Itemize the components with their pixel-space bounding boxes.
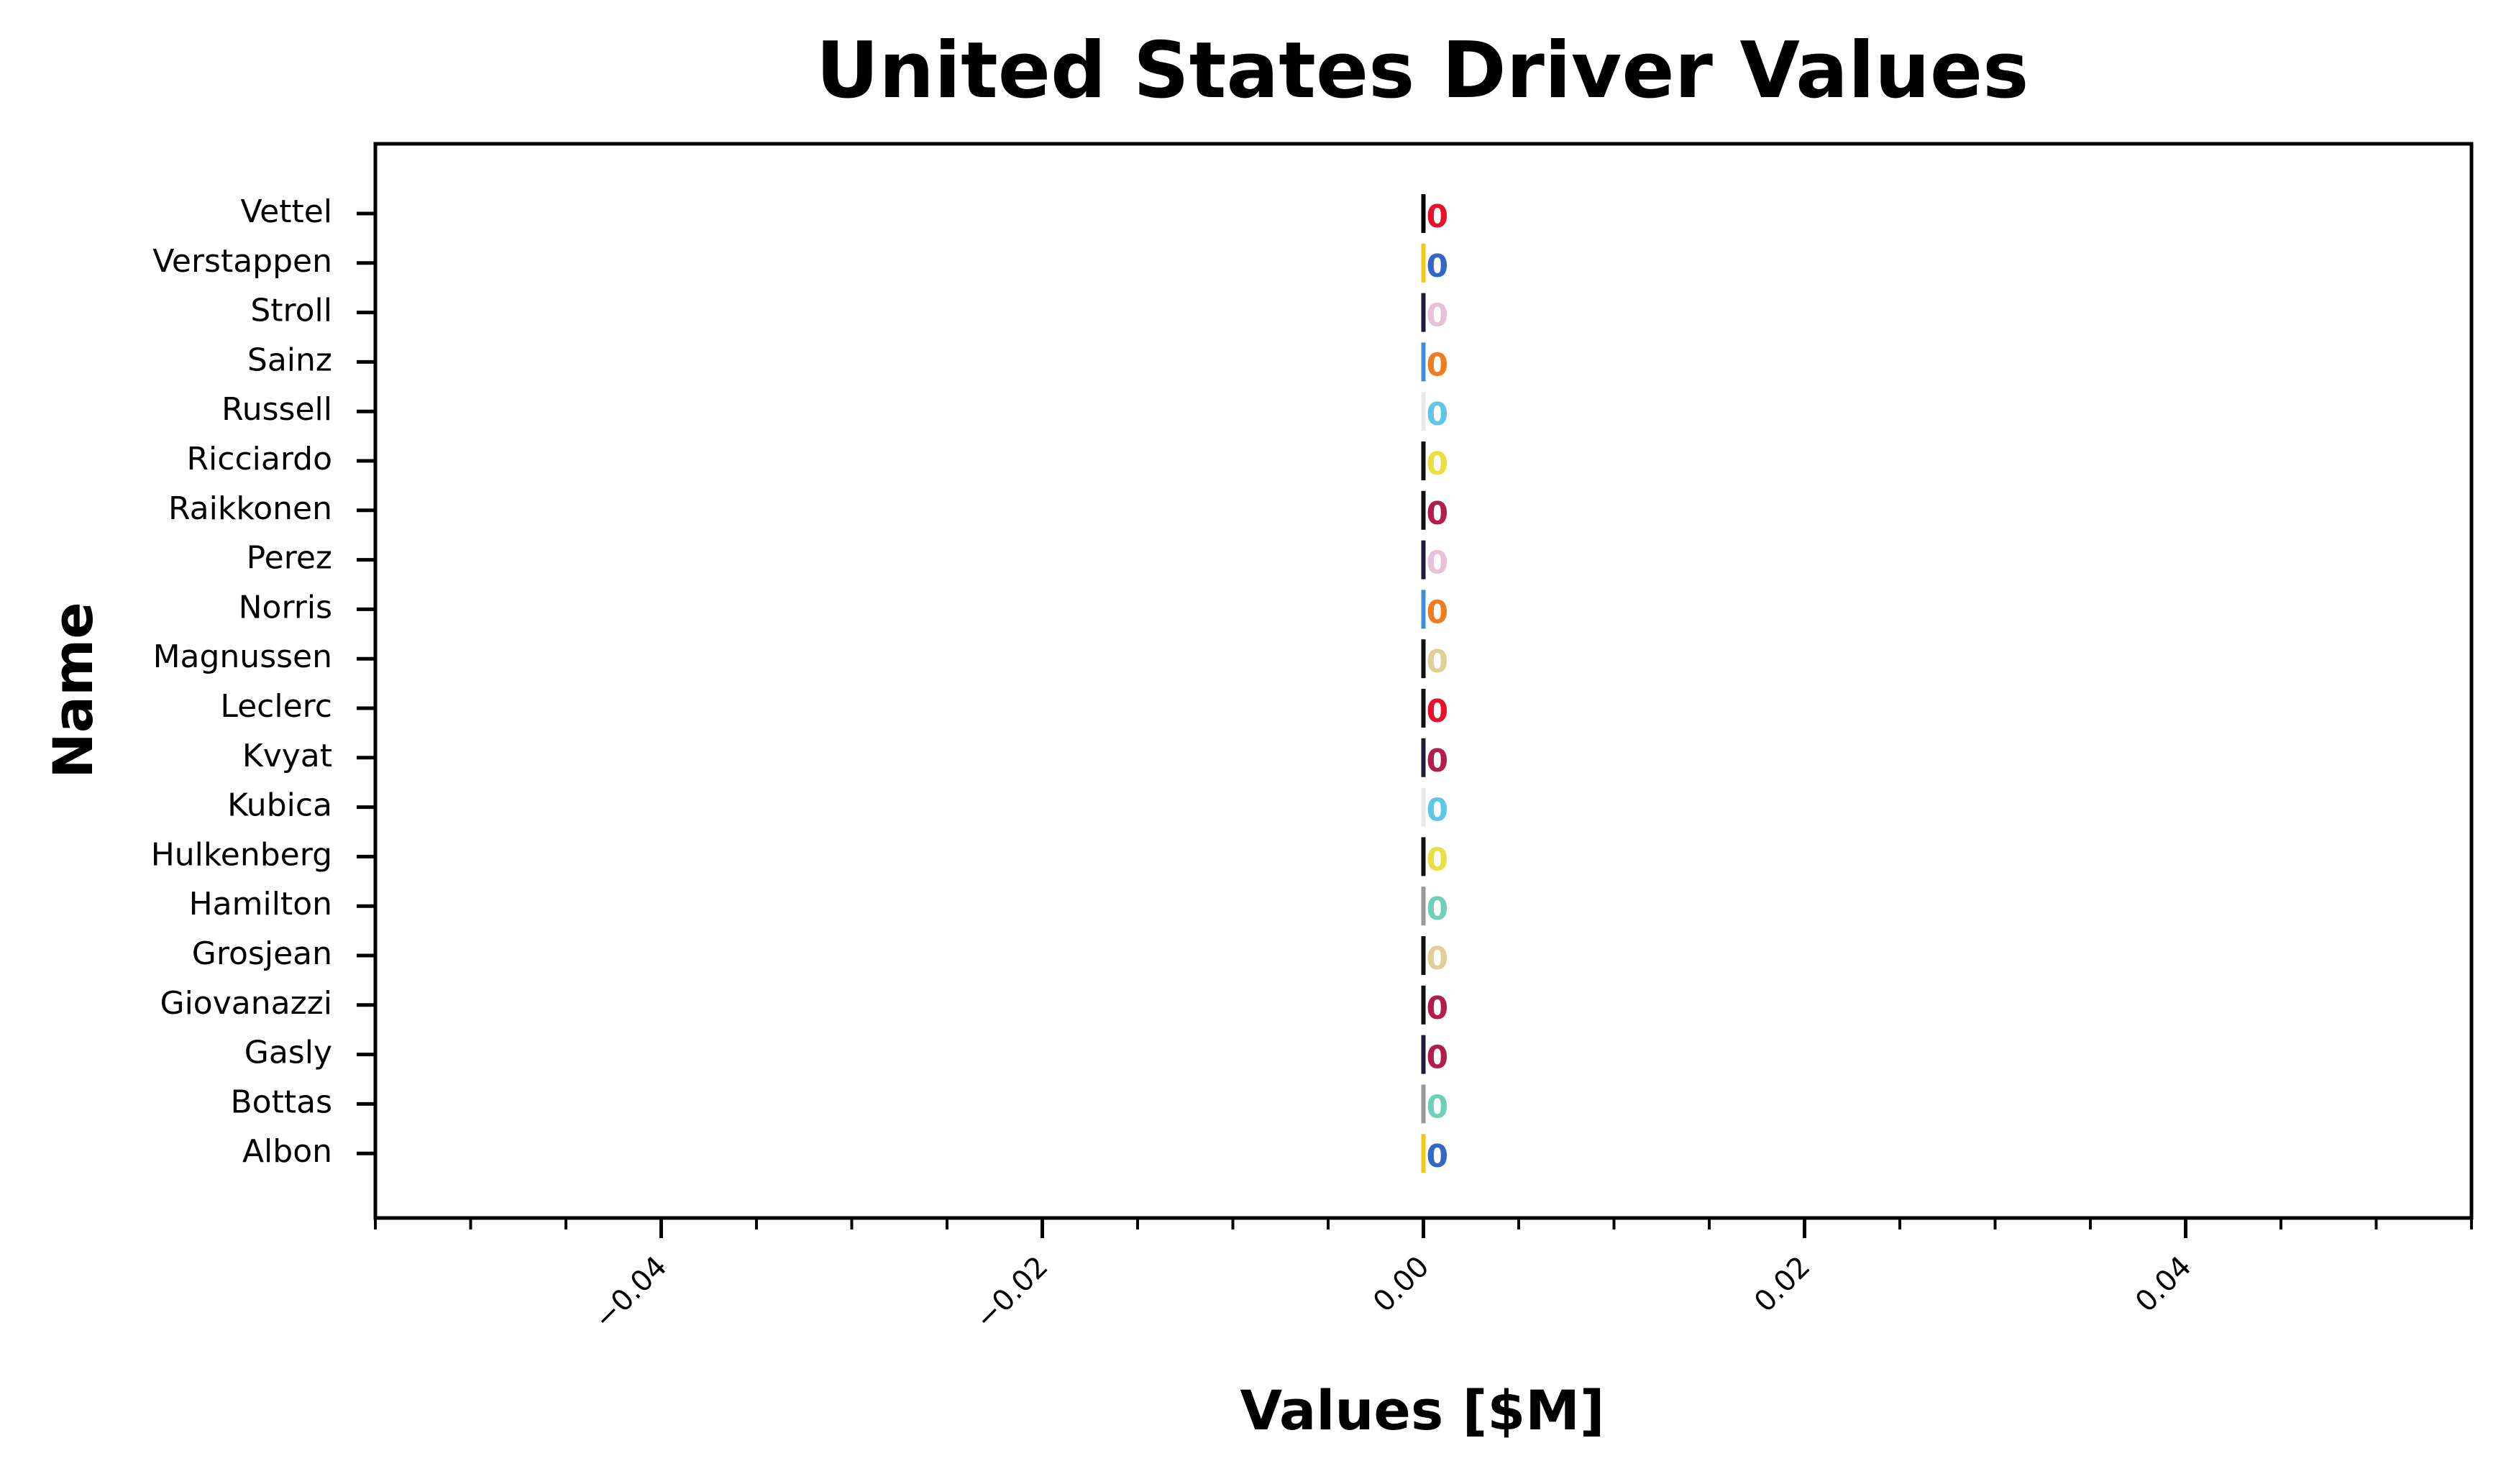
y-tick-label: Raikkonen [168, 490, 332, 527]
data-label: 0 [1427, 495, 1449, 532]
data-label: 0 [1427, 446, 1449, 482]
y-tick-label: Stroll [250, 293, 332, 329]
bar [1421, 441, 1426, 480]
bar [1421, 1035, 1426, 1074]
bar [1421, 1134, 1426, 1173]
y-axis-ticks: Vettel Verstappen Stroll Sainz Russell Riccia… [151, 193, 375, 1170]
data-label: 0 [1427, 1089, 1449, 1125]
bar [1421, 738, 1426, 777]
bar [1421, 787, 1426, 827]
y-tick-label: Giovanazzi [160, 985, 332, 1022]
data-label: 0 [1427, 298, 1449, 334]
data-label: 0 [1427, 643, 1449, 680]
y-tick-label: Verstappen [152, 243, 332, 280]
bar [1421, 689, 1426, 728]
y-tick-label: Vettel [240, 193, 332, 230]
data-label: 0 [1427, 594, 1449, 631]
y-tick-label: Albon [242, 1133, 332, 1170]
y-tick-label: Gasly [244, 1035, 332, 1071]
data-labels-group: 0 0 0 0 0 0 0 0 0 0 0 0 0 0 0 0 0 0 0 0 [1427, 198, 1449, 1175]
data-label: 0 [1427, 792, 1449, 829]
data-label: 0 [1427, 990, 1449, 1027]
data-label: 0 [1427, 1040, 1449, 1076]
x-axis-label: Values [$M] [1240, 1378, 1604, 1442]
data-label: 0 [1427, 347, 1449, 383]
y-tick-label: Hamilton [189, 886, 332, 922]
data-label: 0 [1427, 940, 1449, 977]
bar [1421, 887, 1426, 926]
bar [1421, 194, 1426, 233]
bar [1421, 540, 1426, 580]
bar [1421, 342, 1426, 382]
bar [1421, 590, 1426, 629]
data-label: 0 [1427, 693, 1449, 730]
y-tick-label: Kubica [227, 787, 332, 824]
y-tick-label: Norris [239, 589, 332, 626]
chart-title: United States Driver Values [816, 26, 2029, 116]
data-label: 0 [1427, 248, 1449, 285]
data-label: 0 [1427, 743, 1449, 779]
bar [1421, 1084, 1426, 1124]
y-tick-label: Ricciardo [186, 441, 332, 477]
y-tick-label: Sainz [247, 342, 332, 378]
data-label: 0 [1427, 396, 1449, 433]
bar [1421, 837, 1426, 876]
data-label: 0 [1427, 841, 1449, 878]
data-label: 0 [1427, 545, 1449, 582]
data-label: 0 [1427, 891, 1449, 927]
y-axis-label: Name [41, 602, 105, 779]
bar [1421, 639, 1426, 679]
data-label: 0 [1427, 198, 1449, 235]
y-tick-label: Perez [247, 540, 332, 577]
bar [1421, 243, 1426, 283]
bar [1421, 293, 1426, 332]
bar [1421, 490, 1426, 530]
y-tick-label: Magnussen [153, 638, 332, 675]
bar [1421, 985, 1426, 1025]
y-tick-label: Leclerc [220, 688, 332, 725]
y-tick-label: Grosjean [192, 935, 332, 972]
y-tick-label: Bottas [231, 1084, 333, 1120]
bar [1421, 392, 1426, 431]
bars-group [1421, 194, 1426, 1173]
y-tick-label: Hulkenberg [151, 836, 332, 873]
y-tick-label: Russell [221, 391, 332, 428]
y-tick-label: Kvyat [242, 738, 332, 774]
data-label: 0 [1427, 1138, 1449, 1175]
bar [1421, 936, 1426, 975]
